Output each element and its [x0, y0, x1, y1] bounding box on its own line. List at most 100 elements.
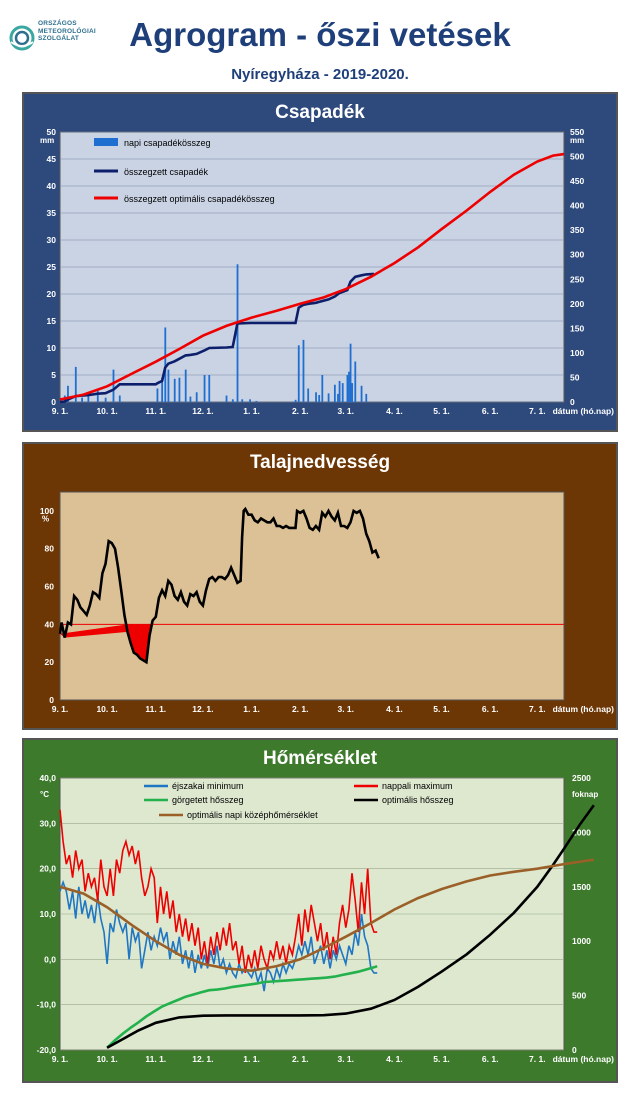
temperature-title: Hőmérséklet	[262, 748, 378, 769]
x-tick-label: 4. 1.	[386, 406, 403, 416]
y-tick-label: 80	[45, 544, 55, 554]
precip-bar	[96, 389, 99, 402]
x-tick-label: 12. 1.	[192, 704, 213, 714]
legend-label: görgetett hősszeg	[172, 795, 244, 805]
y2-tick-label: 2500	[572, 773, 591, 783]
page-subtitle: Nyíregyháza - 2019-2020.	[231, 66, 409, 83]
precip-bar	[333, 384, 336, 402]
precip-bar	[249, 399, 251, 402]
precip-bar	[321, 375, 324, 402]
legend-label: optimális hősszeg	[382, 795, 454, 805]
deficit-area	[60, 624, 153, 663]
plot-area	[59, 491, 565, 701]
logo-line: METEOROLÓGIAI	[38, 27, 96, 35]
precip-bar	[294, 399, 297, 402]
precip-bar	[349, 343, 352, 402]
x-tick-label: 11. 1.	[145, 704, 166, 714]
y2-tick-label: 300	[570, 250, 584, 260]
y-axis-label: %	[42, 514, 49, 523]
x-tick-label: 5. 1.	[433, 406, 450, 416]
temperature-panel: Hőmérséklet -20,0 -10,0 0,0 10,0 20,0 30,0 40,…	[22, 738, 618, 1083]
y-tick-label: 60	[45, 582, 55, 592]
y2-tick-label: 150	[570, 323, 584, 333]
y2-tick-label: 50	[570, 372, 580, 382]
x-tick-label: 2. 1.	[292, 1054, 309, 1064]
series-line	[106, 964, 378, 1049]
precip-bar	[161, 377, 164, 402]
precipitation-panel: Csapadék 0 5 10 15 20 25 30 35 40 45 50 0 50 100 150 20…	[22, 92, 618, 432]
y2-tick-label: 400	[570, 201, 584, 211]
x-tick-label: 9. 1.	[52, 406, 69, 416]
page-title: Agrogram - őszi vetések	[129, 16, 511, 53]
y-tick-label: 15	[47, 316, 57, 326]
y-tick-label: -10,0	[37, 1000, 57, 1010]
y-tick-label: 45	[47, 154, 57, 164]
precip-bar	[338, 380, 341, 402]
precip-bar	[178, 377, 181, 402]
soil-moisture-chart: 0 20 40 60 80 100% 9. 1. 10. 1. 11. 1. 12. 1. 1. 1…	[40, 491, 615, 714]
y-axis-label: °C	[40, 790, 49, 799]
y-tick-label: 30	[47, 235, 57, 245]
legend-label: optimális napi középhőmérséklet	[187, 810, 318, 820]
precip-bar	[203, 375, 206, 402]
precipitation-chart: 0510152025303540455005010015020025030035…	[40, 127, 614, 416]
y-tick-label: -20,0	[37, 1045, 57, 1055]
temperature-chart: -20,0 -10,0 0,0 10,0 20,0 30,0 40,0 0 500 1000 150…	[37, 773, 615, 1064]
y-tick-label: 20	[47, 289, 57, 299]
precip-bar	[104, 397, 107, 402]
y-tick-label: 30,0	[39, 818, 56, 828]
x-tick-label: 12. 1.	[192, 406, 213, 416]
y-tick-label: 40	[47, 181, 57, 191]
x-tick-label: 3. 1.	[337, 704, 354, 714]
y2-tick-label: 200	[570, 299, 584, 309]
x-tick-label: 10. 1.	[96, 406, 117, 416]
series-line	[59, 858, 594, 973]
y2-tick-label: 500	[570, 152, 584, 162]
y2-tick-label: 0	[570, 397, 575, 407]
precip-bar	[156, 388, 159, 402]
x-tick-label: 7. 1.	[529, 406, 546, 416]
y-tick-label: 100	[40, 506, 54, 516]
x-tick-label: 5. 1.	[433, 1054, 450, 1064]
logo-text: ORSZÁGOS METEOROLÓGIAI SZOLGÁLAT	[38, 20, 96, 43]
precip-bar	[354, 361, 357, 402]
y-tick-label: 0	[51, 397, 56, 407]
y2-tick-label: 550	[570, 127, 584, 137]
y2-axis-label: foknap	[572, 790, 598, 799]
precip-bar	[189, 396, 192, 402]
precip-bar	[167, 369, 170, 402]
x-tick-label: 12. 1.	[192, 1054, 213, 1064]
x-axis-label: dátum (hó.nap)	[553, 704, 615, 714]
y-tick-label: 0	[49, 695, 54, 705]
precip-bar	[231, 399, 234, 402]
y-tick-label: 40	[45, 619, 55, 629]
legend-label: összegzett optimális csapadékösszeg	[124, 194, 275, 204]
x-tick-label: 2. 1.	[292, 406, 309, 416]
x-tick-label: 10. 1.	[96, 704, 117, 714]
x-tick-label: 2. 1.	[292, 704, 309, 714]
soil-moisture-title: Talajnedvesség	[249, 452, 391, 473]
precip-bar	[241, 399, 244, 402]
precip-bar	[302, 339, 305, 402]
precip-bar	[87, 394, 90, 402]
logo-line: ORSZÁGOS	[38, 20, 77, 27]
precip-bar	[112, 369, 115, 402]
soil-moisture-panel: Talajnedvesség 0 20 40 60 80 100% 9. 1. 10. 1. 1…	[22, 442, 618, 730]
precip-bar	[365, 393, 368, 402]
legend-label: napi csapadékösszeg	[124, 138, 211, 148]
precipitation-title: Csapadék	[275, 102, 365, 123]
precip-bar	[67, 385, 69, 402]
x-tick-label: 1. 1.	[243, 406, 260, 416]
series-line	[59, 879, 378, 992]
x-tick-label: 5. 1.	[433, 704, 450, 714]
x-tick-label: 7. 1.	[529, 704, 546, 714]
legend-swatch	[94, 138, 118, 146]
y2-tick-label: 100	[570, 348, 584, 358]
precip-bar	[118, 395, 121, 402]
y-tick-label: 20,0	[39, 864, 56, 874]
precip-bar	[74, 366, 77, 402]
x-tick-label: 9. 1.	[52, 704, 69, 714]
precip-bar	[346, 375, 349, 402]
x-tick-label: 11. 1.	[145, 1054, 166, 1064]
y2-tick-label: 1000	[572, 936, 591, 946]
